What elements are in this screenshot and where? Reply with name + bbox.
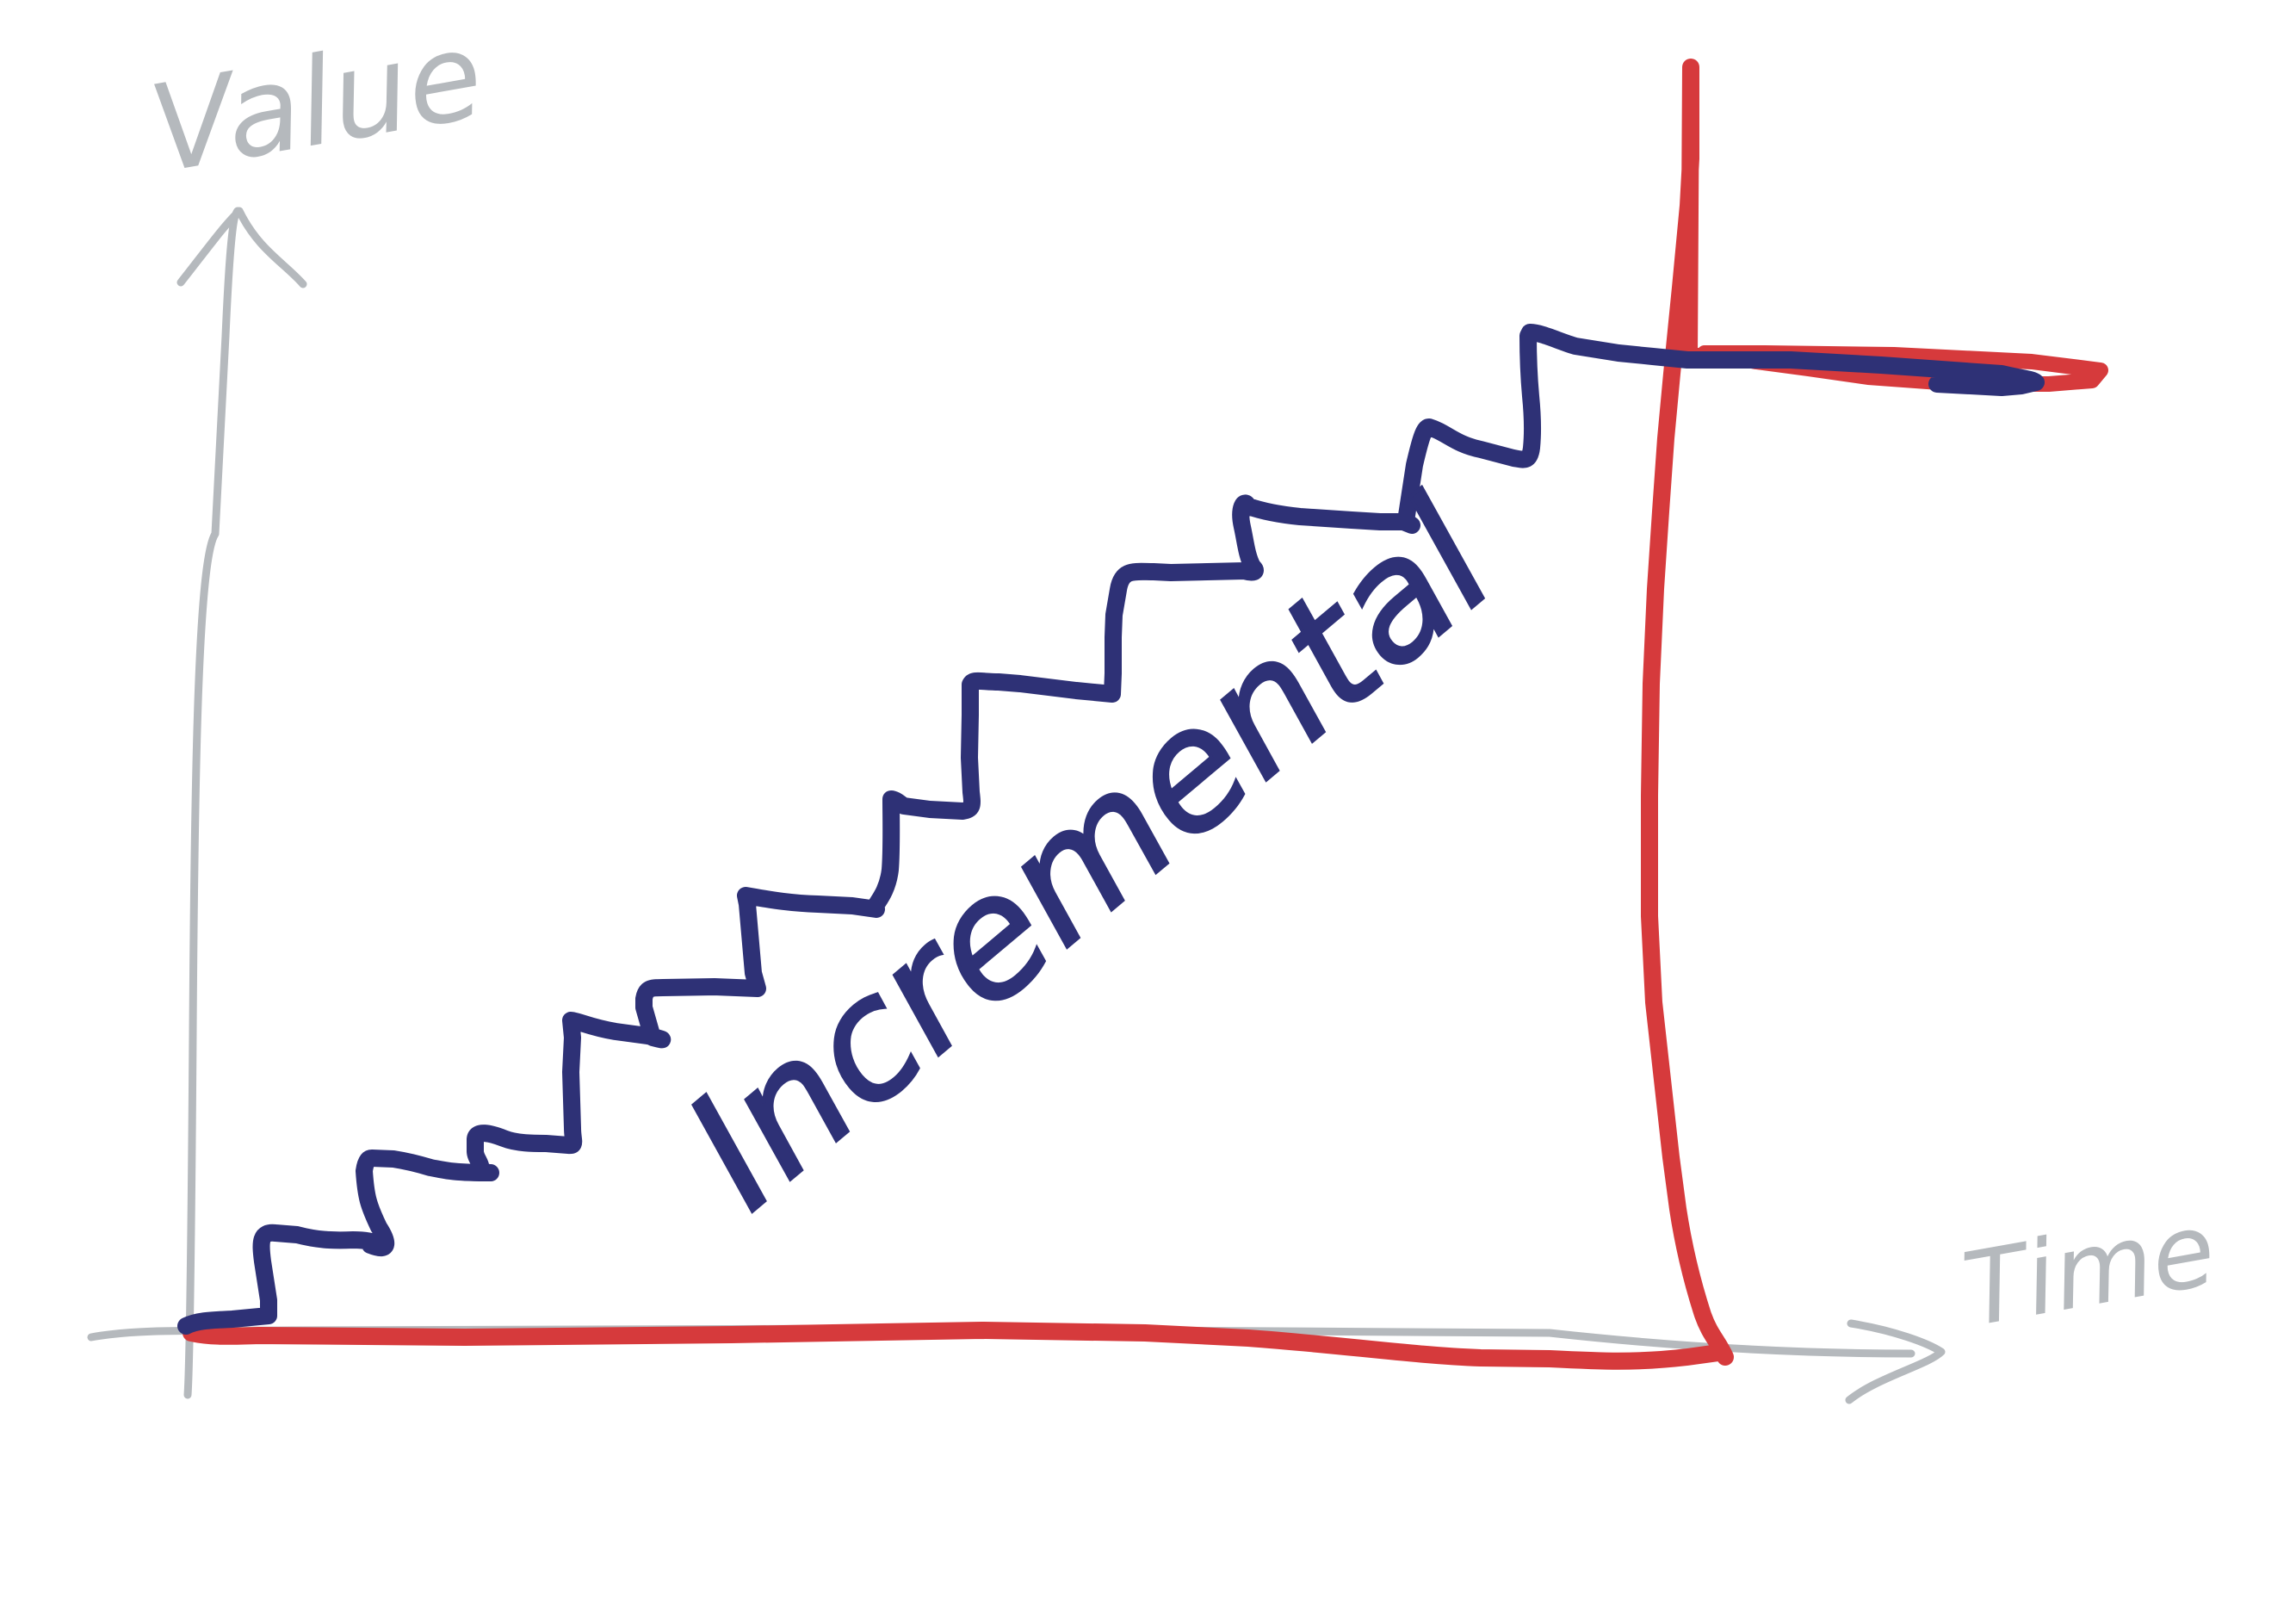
y-axis-arrowhead (176, 207, 307, 288)
y-axis-label: Value (141, 5, 493, 201)
x-axis-arrowhead (1845, 1319, 1946, 1404)
x-axis-label: Time (1955, 1189, 2224, 1350)
incremental-staircase (177, 324, 2045, 1335)
red-vertical-segment (1641, 59, 1734, 1366)
y-axis-line (183, 207, 242, 1399)
red-bottom-segment (183, 1322, 1727, 1370)
x-axis-line (87, 1324, 1915, 1358)
incremental-annotation: Incremental (652, 466, 1527, 1243)
